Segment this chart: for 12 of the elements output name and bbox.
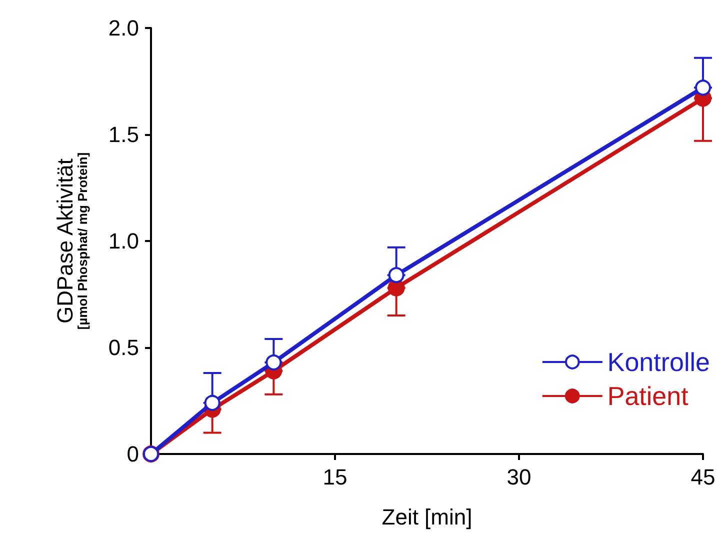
legend-label: Kontrolle	[607, 347, 710, 377]
x-tick-label: 45	[690, 464, 716, 490]
y-axis-title: GDPase Aktivität [µmol Phosphat/ mg Protein]	[52, 152, 90, 330]
y-tick-label: 0.5	[108, 335, 139, 360]
y-tick-label: 1.0	[108, 228, 139, 254]
y-tick-label: 2.0	[108, 16, 139, 40]
y-tick-label: 1.5	[108, 122, 139, 147]
legend-label: Patient	[607, 381, 690, 411]
x-tick-label: 15	[322, 464, 348, 490]
y-tick-label: 0	[126, 442, 139, 466]
x-tick-label: 30	[506, 464, 532, 490]
x-axis-title: Zeit [min]	[382, 504, 472, 530]
